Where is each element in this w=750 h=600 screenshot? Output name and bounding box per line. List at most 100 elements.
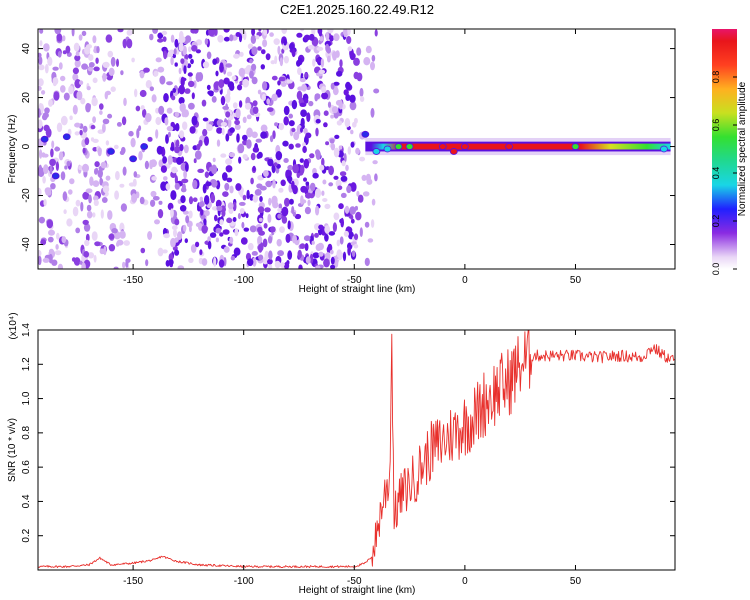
spectrogram-cell [74,54,81,62]
spectrogram-cell [329,35,334,42]
spectrogram-cell [314,188,322,199]
spectrogram-cell [331,106,339,114]
spectrogram-cell [291,127,296,133]
spectrogram-cell [223,29,230,33]
spectrogram-cell [350,129,354,135]
spectrogram-cell [299,164,305,175]
spectrogram-cell [220,95,226,106]
spectrogram-cell [87,66,94,72]
spectrogram-cell [122,261,126,269]
spectrogram-cell [370,61,375,71]
spectrogram-cell [305,181,310,186]
spectrogram-cell [170,121,175,127]
spectrogram-cell [202,117,209,122]
spectrogram-cell [83,223,91,232]
spectrogram-cell [324,233,329,242]
spectrogram-cell [99,103,104,110]
spectrogram-cell [188,257,194,263]
spectrogram-cell [40,239,47,246]
spectrogram-cell [345,81,351,90]
spectrogram-cell [55,244,59,250]
spectrogram-cell [82,147,86,154]
y-tick-label: 40 [21,43,32,55]
spectrogram-cell [211,164,217,175]
spectrogram-cell [266,98,271,105]
spectrogram-cell [147,231,153,240]
spectrogram-cell [69,115,73,121]
spectrogram-cell [349,206,356,215]
spectrogram-cell [323,110,329,116]
spectrogram-cell [92,180,100,188]
spectrogram-cell [246,114,252,120]
spectrogram-cell [268,197,272,206]
x-tick-label: -50 [347,275,362,286]
spectrogram-cell [185,35,192,43]
y-tick-label: 0 [21,143,32,149]
spectrogram-cell [50,148,54,158]
spectrogram-cell [177,265,185,269]
spectrogram-cell [107,210,113,220]
spectrogram-cell [187,72,193,77]
spectrogram-cell [54,250,62,256]
spectrogram-cell [274,122,279,127]
spectrogram-cell [38,85,42,91]
spectrogram-cell [42,113,48,121]
spectrogram-cell [250,152,256,161]
spectrogram-cell [278,76,286,82]
spectrogram-cell [224,182,230,191]
spectrogram-cell [304,72,308,78]
ridge-point [571,143,580,150]
spectrogram-cell [201,99,207,107]
spectrogram-cell [41,90,46,95]
spectrogram-cell [157,247,164,257]
spectrogram-cell [267,236,273,244]
spectrogram-cell [307,44,315,50]
spectrogram-cell [39,149,43,159]
ridge-point [383,145,392,153]
spectrogram-cell [119,183,125,188]
spectrogram-cell [237,213,241,220]
spectrogram-cell [62,35,66,42]
spectrogram-cell [116,58,119,67]
spectrogram-cell [197,168,205,173]
spectrogram-cell [206,124,213,132]
spectrogram-cell [101,74,108,79]
spectrogram-cell [206,51,212,60]
spectrogram-cell [265,53,271,61]
spectrogram-cell [230,255,236,261]
spectrogram-cell [346,185,352,194]
x-tick-label: -150 [123,275,143,286]
spectrogram-cell [107,113,113,119]
spectrogram-cell [261,93,266,102]
spectrogram-cell [238,201,246,206]
spectrogram-cell [90,137,95,142]
spectrogram-cell [325,252,331,261]
spectrogram-cell [303,97,309,104]
spectrogram-cell [305,256,311,264]
spectrogram-cell [195,222,202,228]
spectrogram-cell [295,143,301,148]
spectrogram-cell [174,237,179,243]
spectrogram-cell [219,219,224,226]
spectrogram-cell [191,115,198,126]
spectrogram-cell [315,150,321,160]
spectrogram-cell [359,96,365,102]
spectrogram-cell [195,241,200,248]
spectrogram-cell [247,258,254,267]
snr-y-multiplier: (x10⁴) [8,312,19,339]
x-tick-label: 0 [462,275,468,286]
spectrogram-cell [62,191,68,202]
spectrogram-cell [208,92,214,97]
spectrogram-cell [164,117,169,126]
spectrogram-cell [204,210,210,217]
spectrogram-cell [226,217,233,224]
spectrogram-cell [39,29,44,34]
spectrogram-cell [355,211,362,221]
spectrogram-cell [339,59,343,68]
spectrogram-cell [224,93,231,104]
spectrogram-cell [188,53,193,59]
spectrogram-cell [292,211,297,217]
spectrogram-cell [210,193,216,204]
spectrogram-cell [122,166,127,176]
spectrogram-cell [166,125,174,132]
